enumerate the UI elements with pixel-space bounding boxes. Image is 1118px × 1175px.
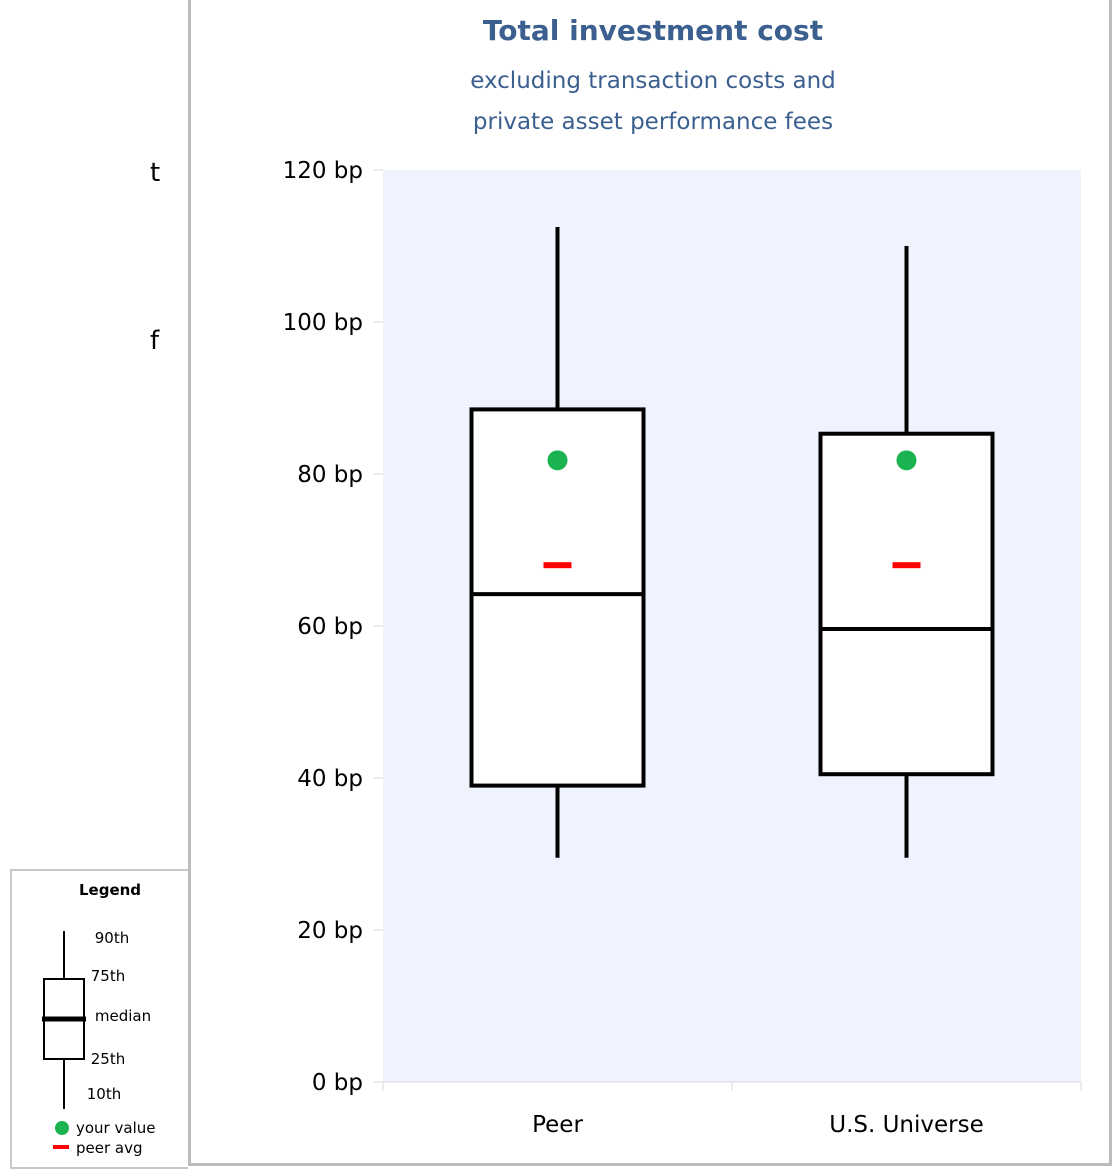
legend-label-your-value: your value	[76, 1119, 155, 1137]
peer-avg-marker	[892, 562, 921, 569]
y-tick-label: 120 bp	[283, 158, 363, 184]
legend-label-peer-avg: peer avg	[76, 1139, 143, 1157]
chart-subtitle-line-2: private asset performance fees	[473, 109, 833, 135]
legend-peer-avg-marker	[53, 1145, 69, 1149]
y-tick-label: 100 bp	[283, 310, 363, 336]
legend-graphic: Legend 90th 75th median 25th 10th your v…	[42, 881, 155, 1157]
y-tick-label: 60 bp	[297, 614, 363, 640]
peer-avg-marker	[543, 562, 572, 569]
legend-label-25th: 25th	[91, 1050, 125, 1068]
box-group: Peer	[469, 227, 646, 1138]
iqr-box	[818, 431, 995, 777]
legend: Legend 90th 75th median 25th 10th your v…	[10, 869, 188, 1169]
chart-panel: Total investment cost excluding transact…	[188, 0, 1112, 1166]
your-value-dot	[547, 450, 568, 471]
y-tick-label: 0 bp	[312, 1070, 363, 1096]
side-text-fragment-1: t	[150, 158, 161, 188]
chart-subtitle-line-1: excluding transaction costs and	[470, 68, 836, 94]
legend-label-90th: 90th	[95, 929, 129, 947]
category-label: U.S. Universe	[829, 1112, 984, 1138]
y-tick-label: 20 bp	[297, 918, 363, 944]
y-tick-label: 80 bp	[297, 462, 363, 488]
legend-title: Legend	[79, 881, 141, 899]
chart-title: Total investment cost	[483, 14, 823, 47]
iqr-box	[469, 407, 646, 788]
legend-label-median: median	[95, 1007, 151, 1025]
box-group: U.S. Universe	[818, 246, 995, 1138]
y-tick-label: 40 bp	[297, 766, 363, 792]
box-plot-chart: Total investment cost excluding transact…	[283, 14, 1082, 1138]
category-label: Peer	[532, 1112, 583, 1138]
legend-label-75th: 75th	[91, 967, 125, 985]
side-text-fragment-2: f	[150, 326, 160, 356]
your-value-dot	[896, 450, 917, 471]
legend-your-value-dot	[55, 1121, 69, 1135]
legend-label-10th: 10th	[87, 1085, 121, 1103]
